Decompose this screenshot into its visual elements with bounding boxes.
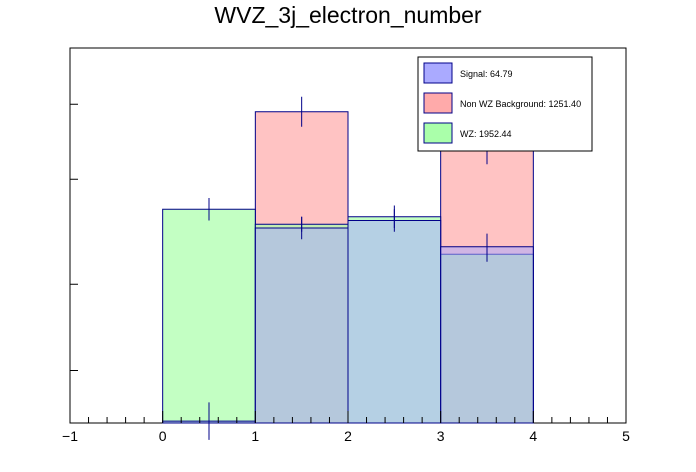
axes-layer: −1 0 1 2 3 4 5 xyxy=(62,47,630,444)
x-tick-label: 4 xyxy=(529,428,537,444)
legend-swatch-signal xyxy=(423,62,453,84)
error-bars-layer xyxy=(208,96,488,440)
legend: Signal: 64.79 Non WZ Background: 1251.40 W… xyxy=(417,56,593,152)
x-tick-label: 2 xyxy=(344,428,352,444)
bars-layer xyxy=(162,111,534,424)
x-tick-label: 1 xyxy=(251,428,259,444)
legend-label-wz: WZ: 1952.44 xyxy=(460,129,512,139)
x-tick-label: 0 xyxy=(159,428,167,444)
bar-wz-0 xyxy=(162,208,256,424)
x-tick-label: 3 xyxy=(437,428,445,444)
legend-swatch-non-wz-background xyxy=(423,92,453,114)
x-tick-label: 5 xyxy=(622,428,630,444)
bar-signal-1 xyxy=(254,227,349,424)
bar-signal-2 xyxy=(347,220,442,424)
legend-label-signal: Signal: 64.79 xyxy=(460,69,513,79)
legend-swatch-wz xyxy=(423,122,453,144)
chart-title: WVZ_3j_electron_number xyxy=(214,2,482,28)
x-tick-label: −1 xyxy=(62,428,78,444)
legend-label-non-wz-background: Non WZ Background: 1251.40 xyxy=(460,99,581,109)
bar-signal-3 xyxy=(440,246,534,424)
